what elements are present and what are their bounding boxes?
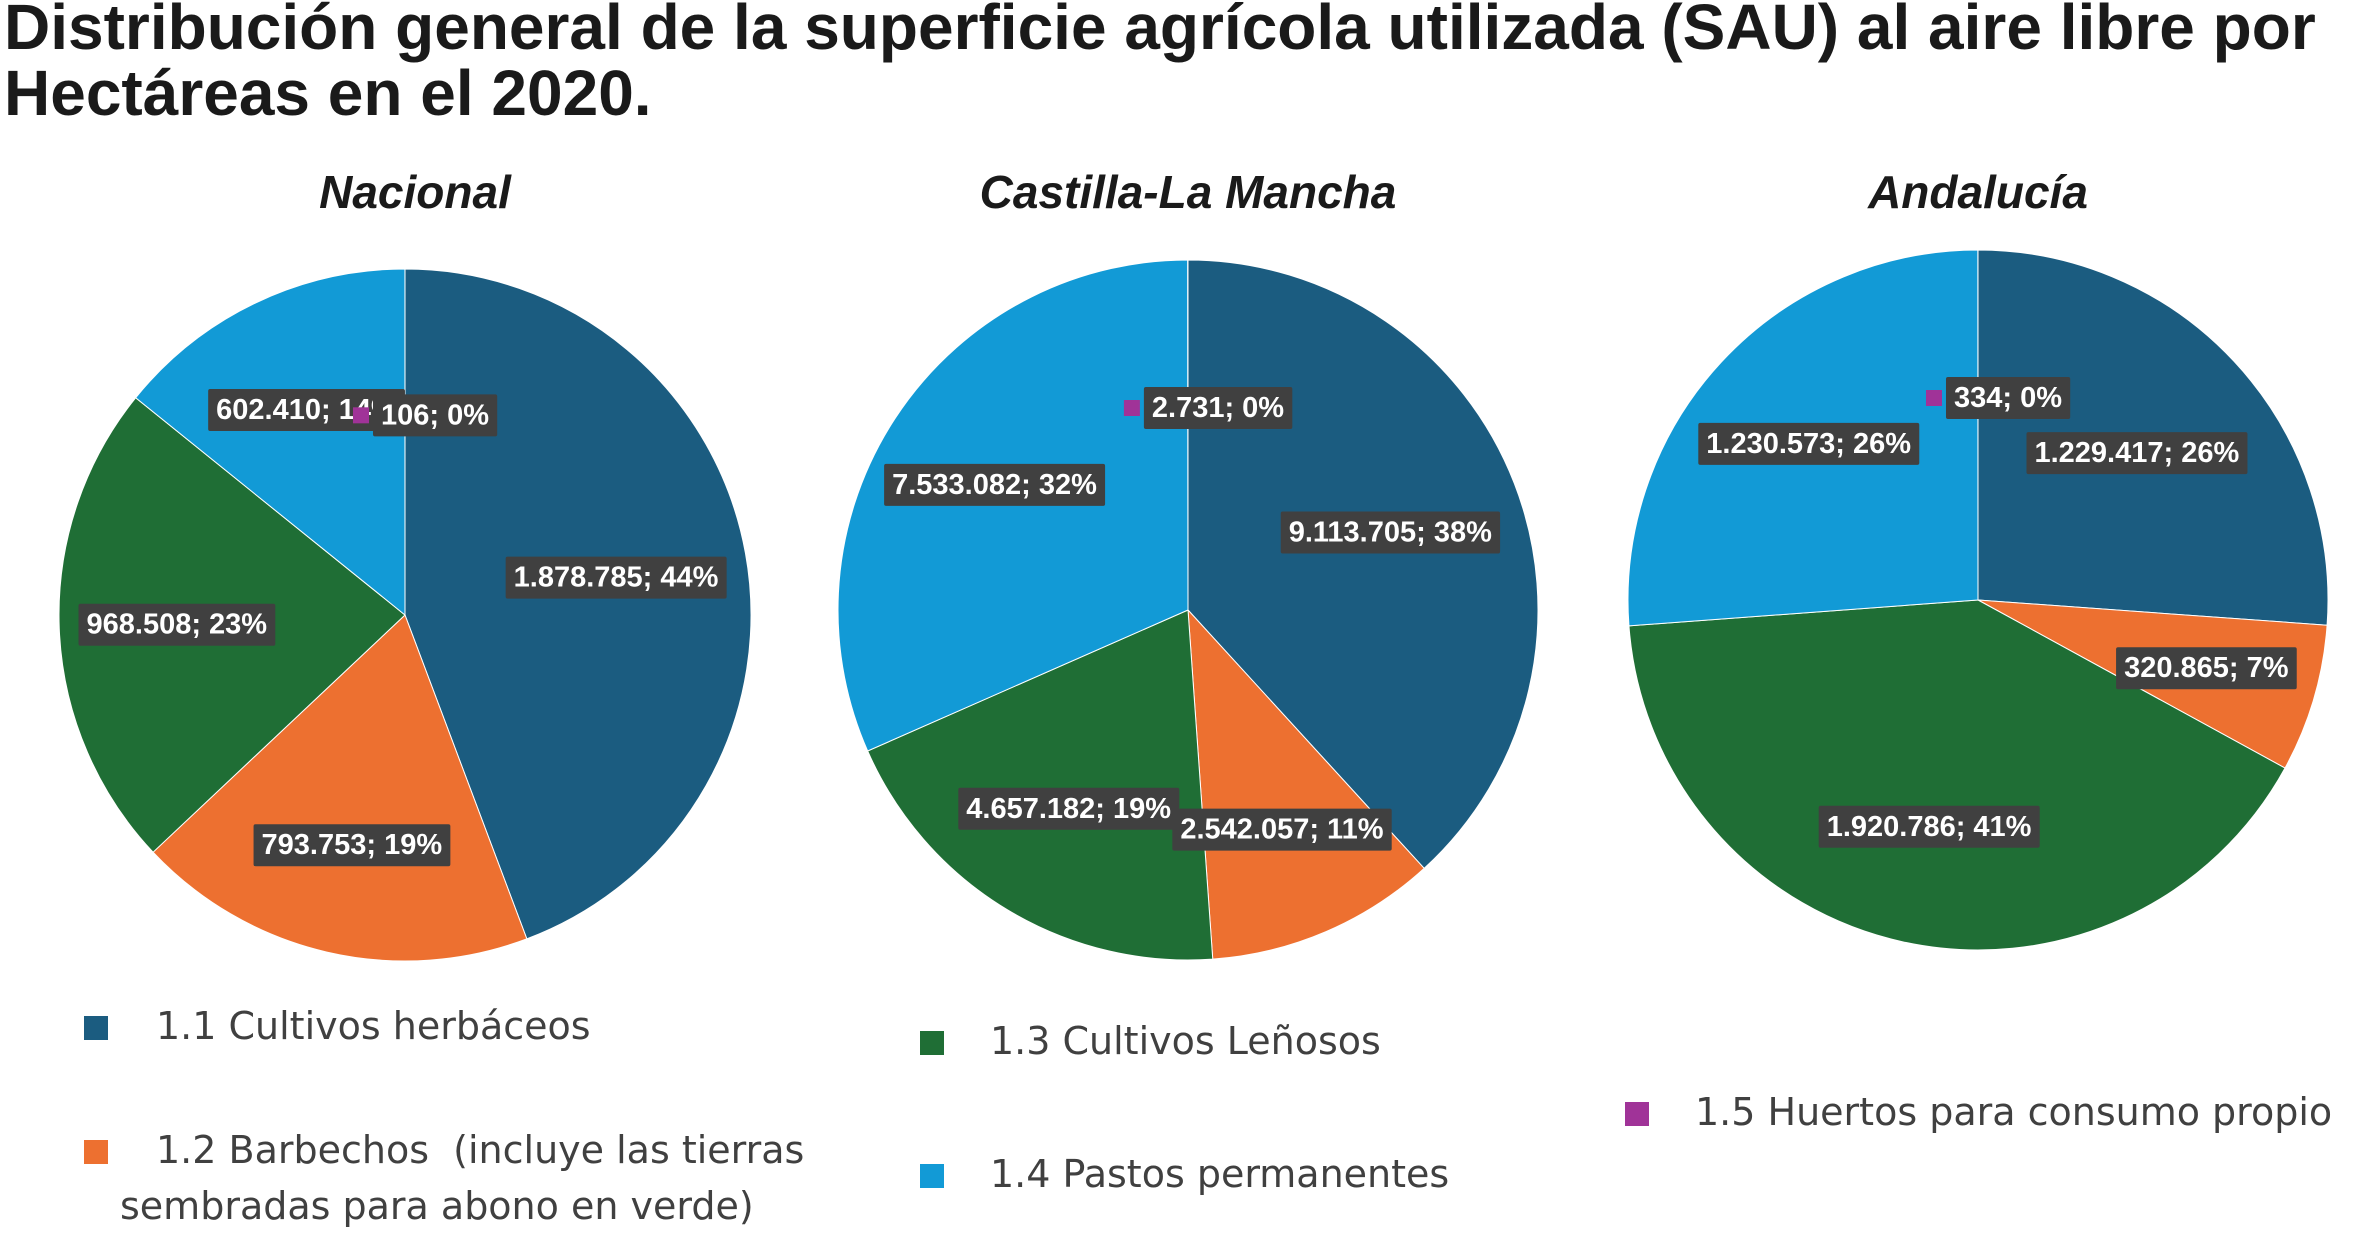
legend-swatch-herbaceos bbox=[84, 1016, 108, 1040]
legend-label: 1.2 Barbechos (incluye las tierras bbox=[156, 1128, 805, 1172]
data-label-text: 2.731; 0% bbox=[1152, 392, 1284, 424]
legend-swatch-lenosos bbox=[920, 1031, 944, 1055]
data-label-marker bbox=[352, 407, 369, 424]
pie-slice-lenosos bbox=[866, 609, 1214, 961]
data-label-box bbox=[958, 787, 1180, 830]
page-title: Distribución general de la superficie ag… bbox=[4, 0, 2316, 129]
data-label-box bbox=[78, 603, 276, 646]
chart-title: Nacional bbox=[319, 166, 512, 218]
data-label-barbechos: 2.542.057; 11% bbox=[1172, 808, 1392, 851]
data-label-box bbox=[1172, 808, 1392, 851]
data-label-box bbox=[2116, 647, 2297, 690]
data-label-lenosos: 968.508; 23% bbox=[78, 603, 276, 646]
data-label-text: 7.533.082; 32% bbox=[892, 469, 1097, 501]
data-label-text: 968.508; 23% bbox=[87, 609, 268, 641]
data-label-text: 2.542.057; 11% bbox=[1180, 814, 1383, 846]
data-label-herbaceos: 1.229.417; 26% bbox=[2026, 432, 2248, 475]
pie-slice-barbechos bbox=[152, 614, 528, 962]
legend-label: 1.5 Huertos para consumo propio bbox=[1695, 1090, 2333, 1134]
data-label-box bbox=[884, 463, 1106, 506]
data-label-box bbox=[2026, 432, 2248, 475]
data-label-lenosos: 4.657.182; 19% bbox=[958, 787, 1180, 830]
pie-slice-pastos bbox=[134, 268, 406, 617]
data-label-text: 602.410; 14% bbox=[216, 394, 397, 426]
legend-swatch-barbechos bbox=[84, 1140, 108, 1164]
pie-chart-2: Castilla-La Mancha 9.113.705; 38% 2.542.05… bbox=[837, 166, 1539, 961]
legend-label: 1.3 Cultivos Leñosos bbox=[990, 1019, 1381, 1063]
legend-swatch-huertos bbox=[1625, 1102, 1649, 1126]
legend-swatch-pastos bbox=[920, 1164, 944, 1188]
data-label-barbechos: 793.753; 19% bbox=[253, 824, 451, 867]
data-label-text: 106; 0% bbox=[381, 399, 489, 431]
data-label-box bbox=[505, 556, 727, 599]
pie-chart-3: Andalucía 1.229.417; 26% 320.865; 7% 1.920.… bbox=[1627, 166, 2329, 951]
data-label-herbaceos: 9.113.705; 38% bbox=[1280, 511, 1501, 554]
data-label-barbechos: 320.865; 7% bbox=[2116, 647, 2297, 690]
data-label-text: 4.657.182; 19% bbox=[966, 793, 1171, 825]
data-label-huertos: 106; 0% bbox=[352, 394, 498, 437]
data-label-text: 1.878.785; 44% bbox=[514, 562, 719, 594]
data-label-text: 9.113.705; 38% bbox=[1289, 516, 1492, 548]
pie-slice-barbechos bbox=[1187, 608, 1425, 960]
data-label-marker bbox=[1123, 400, 1140, 416]
legend-label-line2: sembradas para abono en verde) bbox=[120, 1184, 754, 1228]
pie-chart-1: Nacional 1.878.785; 44% 793.753; 19% 968.50… bbox=[58, 166, 752, 962]
data-label-huertos: 334; 0% bbox=[1925, 377, 2071, 419]
data-label-text: 1.229.417; 26% bbox=[2034, 437, 2239, 469]
legend-label: 1.4 Pastos permanentes bbox=[990, 1152, 1450, 1196]
chart-title: Castilla-La Mancha bbox=[980, 166, 1397, 218]
chart-title: Andalucía bbox=[1867, 166, 2088, 218]
data-label-huertos: 2.731; 0% bbox=[1123, 387, 1293, 429]
data-label-herbaceos: 1.878.785; 44% bbox=[505, 556, 727, 599]
data-label-box bbox=[1818, 805, 2040, 848]
data-label-pastos: 1.230.573; 26% bbox=[1698, 422, 1920, 465]
data-label-text: 334; 0% bbox=[1954, 382, 2062, 414]
data-label-box bbox=[1280, 511, 1501, 554]
pie-slice-herbaceos bbox=[404, 268, 752, 940]
data-label-text: 793.753; 19% bbox=[262, 829, 443, 861]
data-label-text: 1.920.786; 41% bbox=[1827, 811, 2032, 843]
data-label-box bbox=[1698, 422, 1920, 465]
data-label-text: 320.865; 7% bbox=[2124, 652, 2289, 684]
legend-label: 1.1 Cultivos herbáceos bbox=[156, 1004, 591, 1048]
data-label-text: 1.230.573; 26% bbox=[1706, 428, 1911, 460]
data-label-box bbox=[253, 824, 451, 867]
data-label-marker bbox=[1925, 390, 1942, 406]
data-label-box bbox=[1143, 387, 1293, 429]
data-label-box bbox=[372, 394, 498, 437]
data-label-pastos: 7.533.082; 32% bbox=[884, 463, 1106, 506]
data-label-lenosos: 1.920.786; 41% bbox=[1818, 805, 2040, 848]
data-label-box bbox=[1945, 377, 2071, 419]
